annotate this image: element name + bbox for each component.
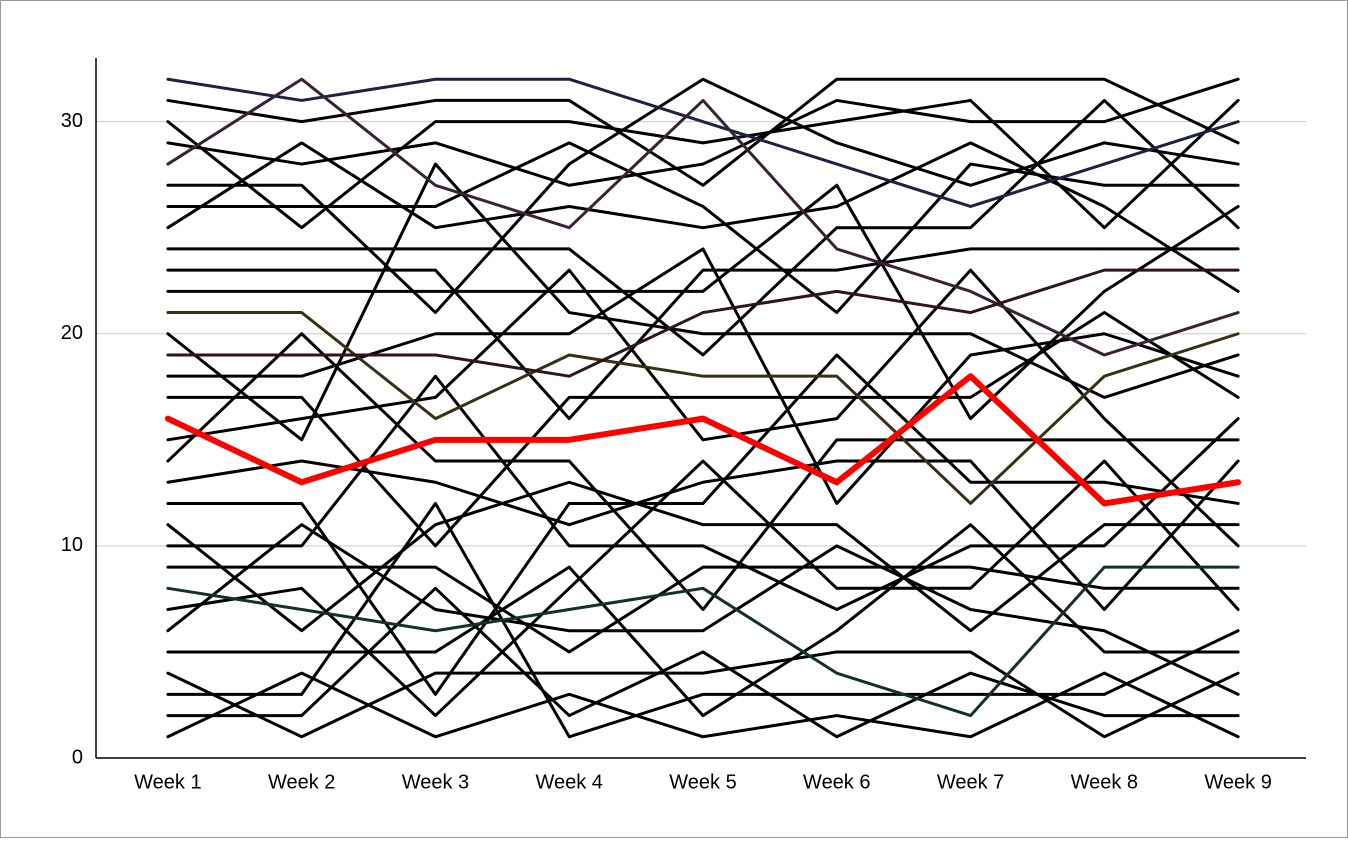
series-line <box>166 332 1240 612</box>
series-line <box>166 374 1240 612</box>
series-line <box>166 98 1240 230</box>
x-tick-label: Week 5 <box>669 771 736 793</box>
series-line <box>166 565 1240 718</box>
series-line <box>166 77 1240 187</box>
y-tick-label: 10 <box>61 534 83 556</box>
series-line <box>166 268 1240 378</box>
y-tick-label: 0 <box>72 746 83 768</box>
x-tick-label: Week 2 <box>268 771 335 793</box>
series-line <box>166 77 1240 357</box>
x-tick-label: Week 8 <box>1071 771 1138 793</box>
series-line <box>166 247 1240 505</box>
series-line <box>166 671 1240 739</box>
y-tick-label: 20 <box>61 322 83 344</box>
x-tick-label: Week 4 <box>535 771 602 793</box>
series-line <box>166 247 1240 421</box>
series-line <box>166 459 1240 718</box>
series-line <box>166 586 1240 739</box>
x-tick-label: Week 1 <box>134 771 201 793</box>
series-line <box>166 523 1240 696</box>
axes <box>95 58 1306 759</box>
series-line <box>166 311 1240 505</box>
x-tick-label: Week 6 <box>803 771 870 793</box>
series-line <box>166 77 1240 208</box>
x-tick-label: Week 3 <box>402 771 469 793</box>
x-tick-label: Week 7 <box>937 771 1004 793</box>
labels: 0 10 20 30 Week 1 Week 2 Week 3 Week 4 Week 5 Wee… <box>61 110 1272 793</box>
series-line <box>166 650 1240 739</box>
series-line <box>164 373 1242 507</box>
series-line <box>166 98 1240 357</box>
series-line <box>166 268 1240 548</box>
series-line <box>166 501 1240 739</box>
series-line <box>166 77 1240 315</box>
series-line <box>166 353 1240 696</box>
y-tick-label: 30 <box>61 110 83 132</box>
series-lines <box>164 77 1242 739</box>
x-tick-label: Week 9 <box>1204 771 1271 793</box>
series-line <box>166 523 1240 718</box>
